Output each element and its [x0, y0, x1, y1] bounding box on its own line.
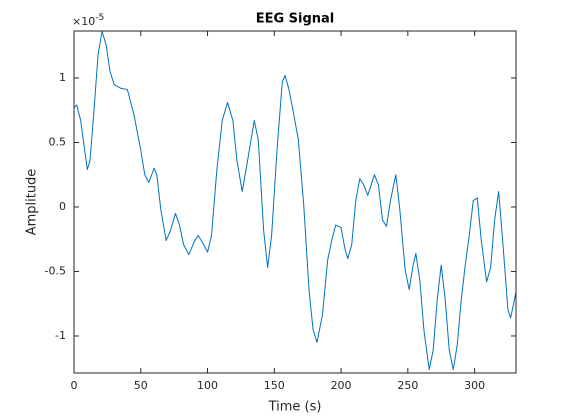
data-line	[73, 31, 517, 371]
x-tick-label: 100	[197, 379, 218, 392]
chart-title: EEG Signal	[256, 12, 335, 27]
x-tick-label: 50	[134, 379, 148, 392]
plot-area	[74, 31, 516, 373]
x-axis-label: Time (s)	[268, 400, 322, 415]
axes-box	[73, 30, 517, 374]
y-tick-label: 1	[59, 71, 66, 84]
x-tick-label: 250	[397, 379, 418, 392]
x-tick-label: 150	[264, 379, 285, 392]
y-tick-label: 0.5	[49, 135, 67, 148]
x-tick-label: 300	[464, 379, 485, 392]
y-tick-label: -0.5	[45, 264, 66, 277]
multiplier-base: ×10	[72, 15, 95, 28]
x-tick-label: 200	[331, 379, 352, 392]
y-axis-label: Amplitude	[25, 169, 40, 236]
x-tick-label: 0	[71, 379, 78, 392]
y-multiplier: ×10-5	[72, 13, 104, 29]
y-tick-label: 0	[59, 200, 66, 213]
y-tick-label: -1	[55, 329, 66, 342]
multiplier-exponent: -5	[95, 13, 104, 23]
